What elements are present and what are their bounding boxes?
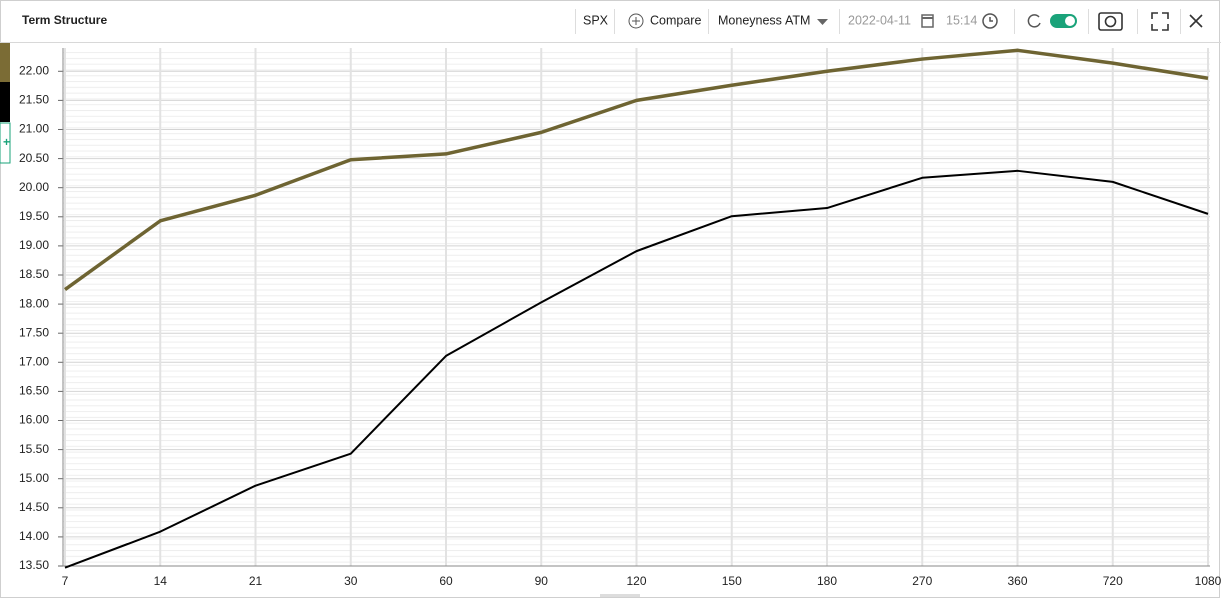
x-tick-label: 7 bbox=[62, 574, 69, 588]
clock-hands bbox=[989, 17, 993, 22]
plus-icon: + bbox=[3, 135, 10, 149]
x-tick-label: 720 bbox=[1103, 574, 1123, 588]
y-tick-label: 16.00 bbox=[19, 413, 49, 427]
moneyness-label: Moneyness bbox=[718, 13, 782, 27]
x-tick-label: 150 bbox=[722, 574, 742, 588]
y-tick-label: 18.00 bbox=[19, 296, 49, 310]
y-tick-label: 16.50 bbox=[19, 384, 49, 398]
compare-button[interactable]: Compare bbox=[650, 13, 701, 27]
series-line bbox=[63, 48, 1209, 291]
y-tick-label: 13.50 bbox=[19, 558, 49, 572]
calendar-icon[interactable] bbox=[921, 14, 934, 28]
y-tick-label: 22.00 bbox=[19, 63, 49, 77]
x-tick-label: 360 bbox=[1007, 574, 1027, 588]
y-tick-label: 18.50 bbox=[19, 267, 49, 281]
x-tick-label: 60 bbox=[439, 574, 453, 588]
series-line bbox=[64, 169, 1209, 569]
scroll-handle[interactable] bbox=[600, 594, 640, 597]
symbol[interactable]: SPX bbox=[583, 13, 609, 27]
y-tick-label: 21.00 bbox=[19, 122, 49, 136]
y-tick-label: 19.00 bbox=[19, 238, 49, 252]
toggle-knob bbox=[1065, 16, 1075, 26]
dropdown-arrow[interactable] bbox=[817, 19, 828, 25]
fullscreen-icon[interactable] bbox=[1151, 12, 1169, 31]
y-tick-label: 17.50 bbox=[19, 325, 49, 339]
plot: 13.50 14.00 14.50 15.00 15.50 16.00 16.50 17.00… bbox=[19, 48, 1221, 588]
y-tick-label: 17.00 bbox=[19, 354, 49, 368]
time[interactable]: 15:14 bbox=[946, 13, 977, 27]
camera-lens bbox=[1104, 15, 1117, 28]
y-tick-label: 15.50 bbox=[19, 442, 49, 456]
clock-icon[interactable] bbox=[982, 13, 998, 29]
y-tick-label: 14.00 bbox=[19, 529, 49, 543]
y-tick-label: 19.50 bbox=[19, 209, 49, 223]
y-tick-label: 15.00 bbox=[19, 471, 49, 485]
x-tick-label: 21 bbox=[249, 574, 263, 588]
panel-title: Term Structure bbox=[22, 13, 107, 27]
x-tick-label: 90 bbox=[535, 574, 549, 588]
date[interactable]: 2022-04-11 bbox=[848, 13, 911, 27]
moneyness-value[interactable]: ATM bbox=[785, 13, 810, 27]
side-swatch bbox=[0, 42, 10, 82]
side-swatch bbox=[0, 82, 10, 122]
x-tick-label: 30 bbox=[344, 574, 358, 588]
x-tick-label: 180 bbox=[817, 574, 837, 588]
compare-icon-plus bbox=[632, 17, 640, 25]
camera-icon[interactable] bbox=[1098, 12, 1123, 31]
x-tick-label: 1080 bbox=[1195, 574, 1221, 588]
close-icon[interactable] bbox=[1189, 14, 1203, 28]
x-tick-label: 120 bbox=[626, 574, 646, 588]
y-tick-label: 20.00 bbox=[19, 180, 49, 194]
compare-icon[interactable] bbox=[628, 13, 644, 29]
x-tick-label: 270 bbox=[912, 574, 932, 588]
y-tick-label: 14.50 bbox=[19, 500, 49, 514]
side-add[interactable] bbox=[0, 122, 11, 164]
y-tick-label: 20.50 bbox=[19, 151, 49, 165]
y-tick-label: 21.50 bbox=[19, 93, 49, 107]
x-tick-label: 14 bbox=[154, 574, 168, 588]
refresh-icon[interactable] bbox=[1027, 14, 1041, 28]
